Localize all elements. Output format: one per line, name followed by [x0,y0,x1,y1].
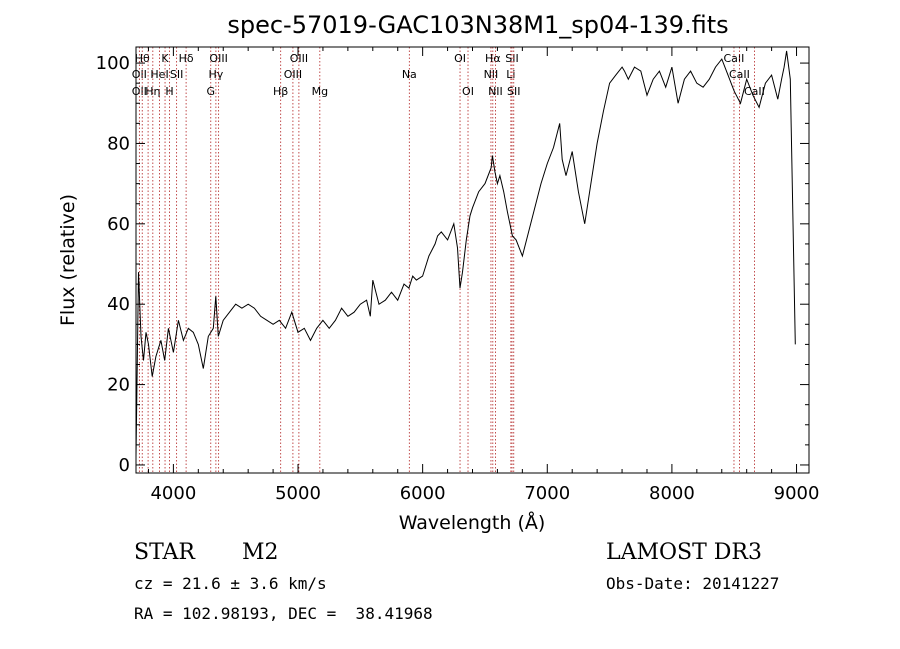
y-axis: 0 20 40 60 80 100 [96,53,809,476]
x-tick-label: 8000 [649,483,695,504]
marker-label: OI [462,85,474,98]
marker-label: SII [170,68,183,81]
marker-label: NII [488,85,503,98]
marker-label: Hα [485,52,501,65]
marker-label: G [207,85,216,98]
subclass: M2 [242,540,279,565]
y-axis-label: Flux (relative) [57,194,79,326]
object-type: STAR [134,540,195,565]
marker-label: Hθ [135,52,150,65]
y-tick-label: 0 [119,455,130,476]
x-tick-label: 5000 [275,483,321,504]
y-tick-label: 20 [107,375,130,396]
plot-frame [135,46,810,474]
marker-label: OIII [290,52,308,65]
marker-label: OIII [284,68,302,81]
marker-label: H [165,85,173,98]
x-tick-label: 9000 [774,483,820,504]
marker-label: CaII [744,85,765,98]
marker-label: OI [454,52,466,65]
marker-label: CaII [729,68,750,81]
x-axis-label: Wavelength (Å) [399,511,546,534]
marker-label: CaII [724,52,745,65]
marker-label: HeI [150,68,168,81]
redshift-velocity: cz = 21.6 ± 3.6 km/s [134,574,327,593]
marker-label: Hβ [273,85,288,98]
marker-label: Hγ [208,68,223,81]
y-tick-label: 60 [107,214,130,235]
spectrum-series-line [135,50,796,457]
x-tick-label: 6000 [400,483,446,504]
coordinates: RA = 102.98193, DEC = 38.41968 [134,604,433,623]
y-tick-label: 100 [96,53,130,74]
y-tick-label: 40 [107,294,130,315]
x-axis: 4000 5000 6000 7000 8000 9000 [147,47,820,504]
spectrum-chart: spec-57019-GAC103N38M1_sp04-139.fits OII… [57,11,820,534]
marker-label: Li [506,68,515,81]
observation-date: Obs-Date: 20141227 [606,574,780,593]
marker-label: Mg [312,85,328,98]
marker-label: OII [132,68,147,81]
chart-title: spec-57019-GAC103N38M1_sp04-139.fits [227,11,728,39]
marker-label: Hη [145,85,160,98]
x-tick-label: 4000 [150,483,196,504]
marker-label: SII [507,85,520,98]
survey-name: LAMOST DR3 [606,540,762,565]
x-tick-label: 7000 [524,483,570,504]
marker-label: K [161,52,169,65]
y-tick-label: 80 [107,133,130,154]
marker-label: NII [484,68,499,81]
marker-label: Na [402,68,417,81]
spectral-line-markers: OIIOIIHθHηHeIKHSIIHδGHγOIIIHβOIIIOIIIMgN… [132,47,765,473]
marker-label: SII [505,52,518,65]
marker-label: OIII [209,52,227,65]
marker-label: Hδ [179,52,194,65]
